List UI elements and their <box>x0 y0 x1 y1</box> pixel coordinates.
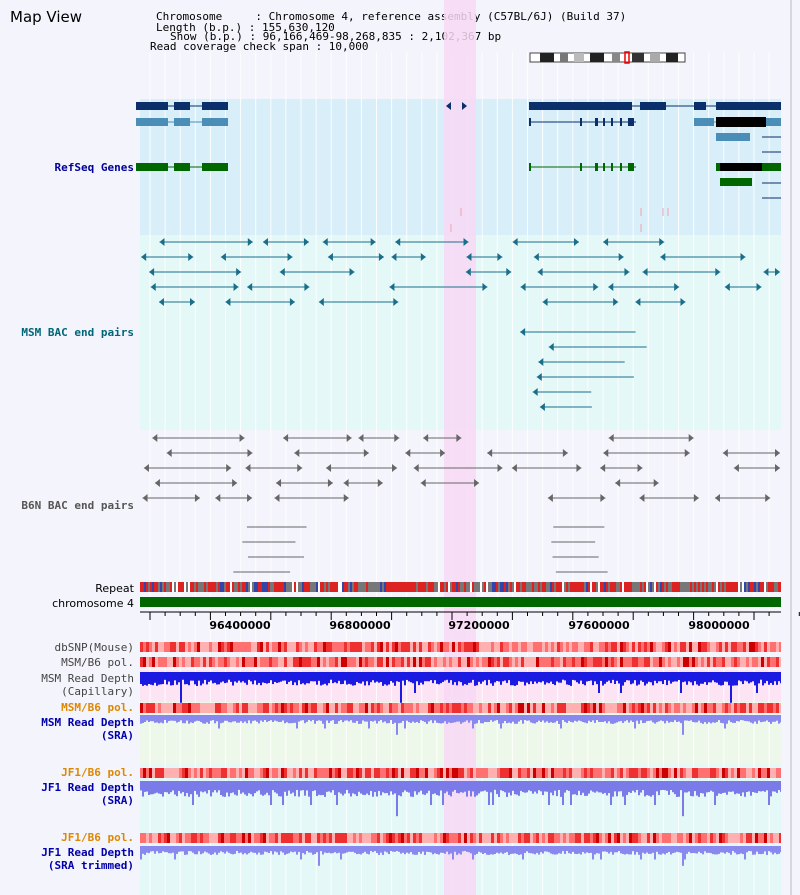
coverage-span-info: Read coverage check span : 10,000 <box>150 40 369 53</box>
chromosome-ideogram <box>529 51 686 64</box>
read-depth-tracks <box>140 672 782 866</box>
position-axis: 96400000 96800000 97200000 97600000 98000000 <box>140 611 800 632</box>
axis-tick-label: 98000000 <box>688 619 750 632</box>
jf1-depth-trimmed-sublabel: (SRA trimmed) <box>47 859 134 872</box>
chromosome-label: chromosome 4 <box>52 597 134 610</box>
length-info: Length (b.p.) : 155,630,120 <box>156 21 335 34</box>
dbsnp-label[interactable]: dbSNP(Mouse) <box>54 641 134 654</box>
jf1-depth-sra-sublabel: (SRA) <box>100 794 134 807</box>
msm-depth-sra-sublabel: (SRA) <box>100 729 134 742</box>
refseq-gene-track <box>136 102 782 232</box>
msm-depth-capillary-sublabel: (Capillary) <box>61 685 134 698</box>
b6n-bac-label[interactable]: B6N BAC end pairs <box>21 499 134 512</box>
refseq-genes-label[interactable]: RefSeq Genes <box>54 161 134 174</box>
msm-pol-label-2[interactable]: MSM/B6 pol. <box>61 701 134 714</box>
msm-depth-capillary-label[interactable]: MSM Read Depth <box>41 672 134 685</box>
grid-lines <box>149 52 770 895</box>
axis-tick-label: 97600000 <box>568 619 630 632</box>
jf1-pol-label-2[interactable]: JF1/B6 pol. <box>61 831 134 844</box>
msm-bac-track <box>141 238 780 411</box>
highlight-region <box>444 0 476 895</box>
msm-bac-label[interactable]: MSM BAC end pairs <box>21 326 134 339</box>
repeat-label: Repeat <box>95 582 134 595</box>
jf1-depth-trimmed-label[interactable]: JF1 Read Depth <box>41 846 134 859</box>
b6n-bac-track <box>142 434 780 573</box>
axis-tick-label: 96400000 <box>209 619 271 632</box>
jf1-pol-label-1[interactable]: JF1/B6 pol. <box>61 766 134 779</box>
polymorphism-tracks <box>140 642 782 843</box>
axis-tick-label: 97200000 <box>448 619 510 632</box>
msm-depth-sra-label[interactable]: MSM Read Depth <box>41 716 134 729</box>
axis-tick-label: 96800000 <box>329 619 391 632</box>
repeat-track <box>140 582 782 592</box>
chromosome-bar <box>140 597 781 607</box>
msm-pol-label-1[interactable]: MSM/B6 pol. <box>61 656 134 669</box>
map-view-title: Map View <box>10 8 83 26</box>
jf1-depth-sra-label[interactable]: JF1 Read Depth <box>41 781 134 794</box>
